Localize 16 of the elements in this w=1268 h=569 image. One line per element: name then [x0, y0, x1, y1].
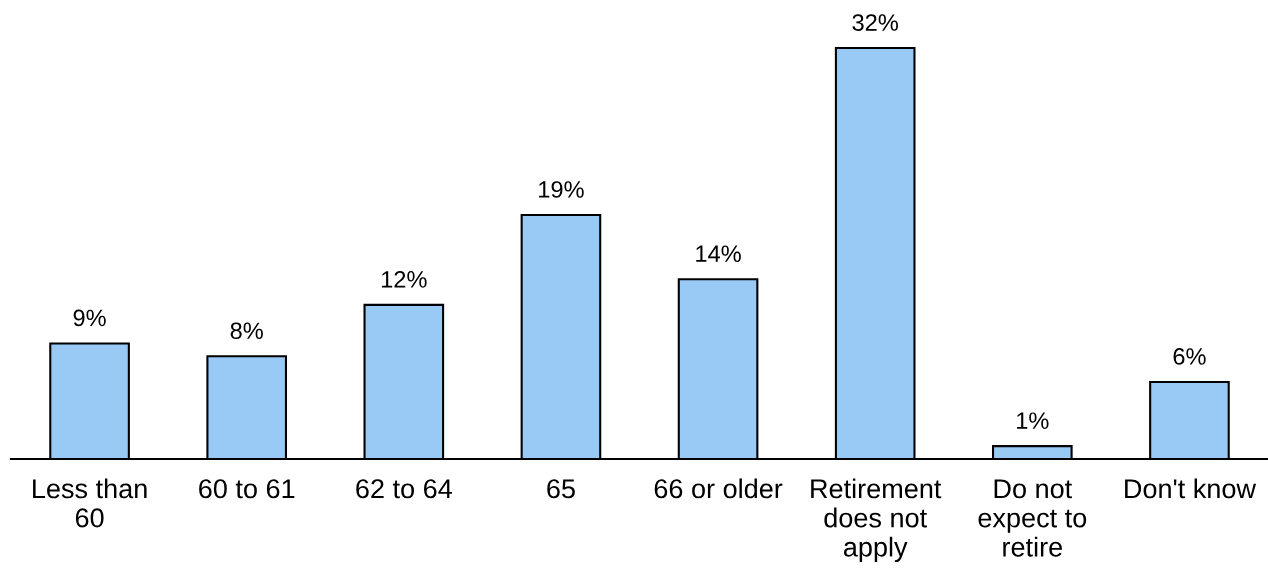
x-tick-label: 66 or older [654, 478, 783, 499]
data-label: 9% [73, 309, 106, 327]
x-tick-label: 65 [547, 479, 575, 499]
x-tick-label: 60 to 61 [199, 479, 295, 499]
data-label: 1% [1017, 412, 1049, 429]
x-tick-label: Do not expect to retire [978, 479, 1087, 557]
x-tick-label: Retirement does not apply [811, 478, 942, 563]
x-tick-label: 62 to 64 [356, 479, 452, 499]
data-label: 32% [852, 14, 898, 31]
data-label: 8% [230, 322, 263, 340]
data-label: 14% [696, 245, 741, 262]
x-tick-label: Don't know [1125, 478, 1257, 499]
data-label: 12% [381, 271, 427, 288]
data-label: 6% [1173, 348, 1206, 365]
x-tick-label: Less than 60 [33, 478, 147, 528]
data-label: 19% [539, 181, 584, 198]
